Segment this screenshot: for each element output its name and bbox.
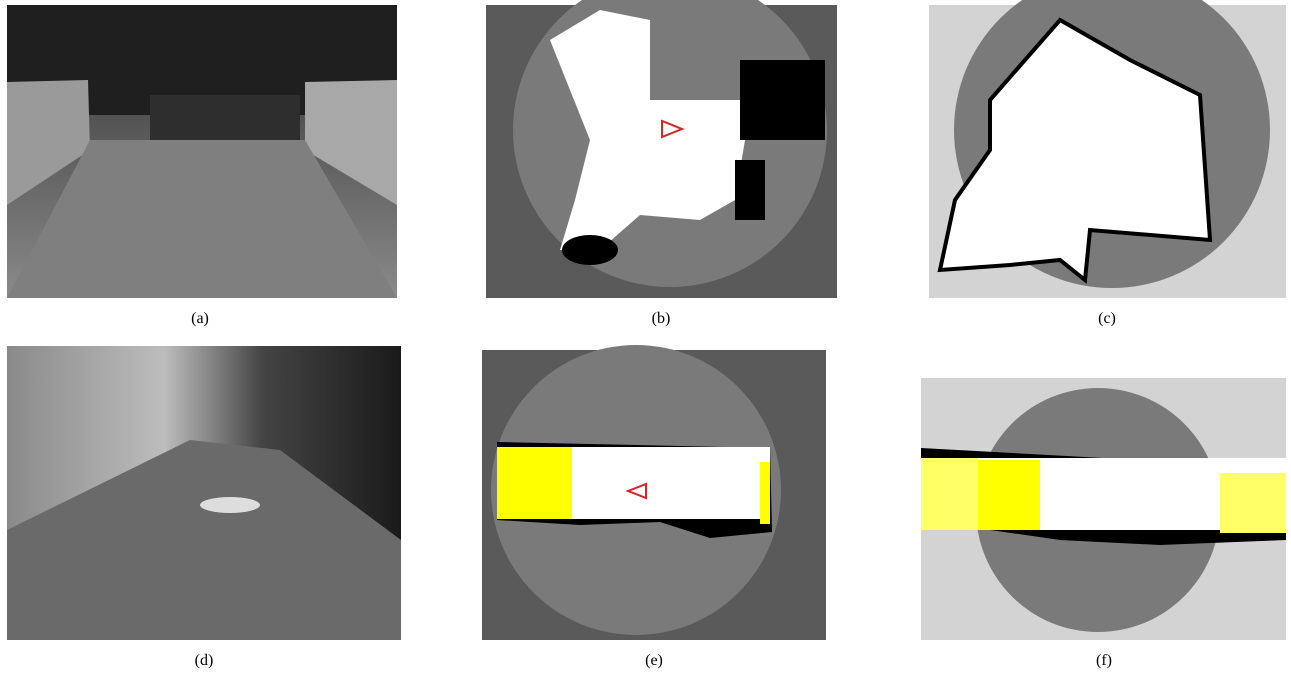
caption: (f) <box>1096 652 1112 669</box>
panel-d <box>7 346 401 640</box>
caption: (a) <box>191 310 209 327</box>
caption: (b) <box>652 310 671 327</box>
panel-c <box>929 0 1286 298</box>
caption: (e) <box>645 652 663 669</box>
panel-e <box>482 345 826 640</box>
panel-b <box>486 0 837 298</box>
caption: (d) <box>195 652 214 669</box>
panel-a <box>7 5 397 298</box>
panel-f <box>921 378 1286 640</box>
caption: (c) <box>1098 310 1116 327</box>
figure: (a) (b) (c) (d) (e) (f) <box>0 0 1291 679</box>
